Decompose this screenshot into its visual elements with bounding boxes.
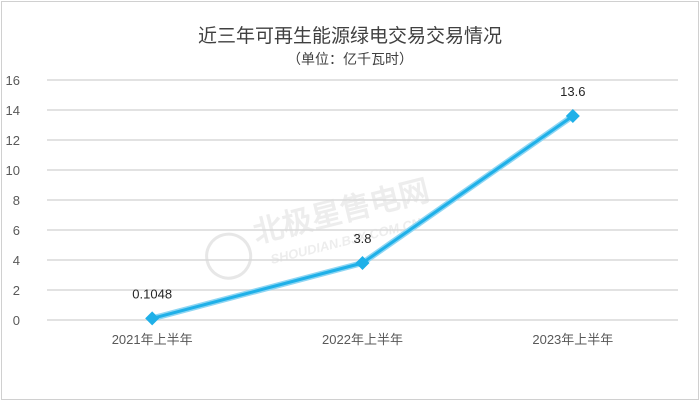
chart-title: 近三年可再生能源绿电交易交易情况 — [197, 25, 502, 47]
data-point-marker — [355, 256, 370, 270]
x-tick-label: 2022年上半年 — [322, 332, 403, 347]
x-tick-label: 2023年上半年 — [532, 332, 613, 347]
data-point-marker — [565, 109, 580, 123]
data-label: 3.8 — [353, 231, 371, 246]
y-tick-label: 14 — [6, 103, 20, 118]
data-point-marker — [145, 311, 160, 326]
data-label: 0.1048 — [132, 286, 172, 301]
y-tick-label: 10 — [6, 163, 20, 178]
data-label: 13.6 — [560, 84, 585, 99]
y-tick-label: 12 — [6, 133, 20, 148]
y-tick-label: 2 — [13, 283, 20, 298]
y-tick-label: 6 — [13, 223, 20, 238]
y-tick-label: 8 — [13, 193, 20, 208]
y-tick-label: 0 — [13, 313, 20, 328]
y-tick-label: 4 — [13, 253, 20, 268]
y-tick-label: 16 — [6, 73, 20, 88]
watermark: 北极星售电网 SHOUDIAN.BJX.COM.CN — [205, 173, 433, 280]
watermark-logo-icon — [205, 232, 253, 280]
chart-subtitle: （单位：亿千瓦时） — [287, 52, 413, 68]
x-tick-label: 2021年上半年 — [112, 332, 193, 347]
